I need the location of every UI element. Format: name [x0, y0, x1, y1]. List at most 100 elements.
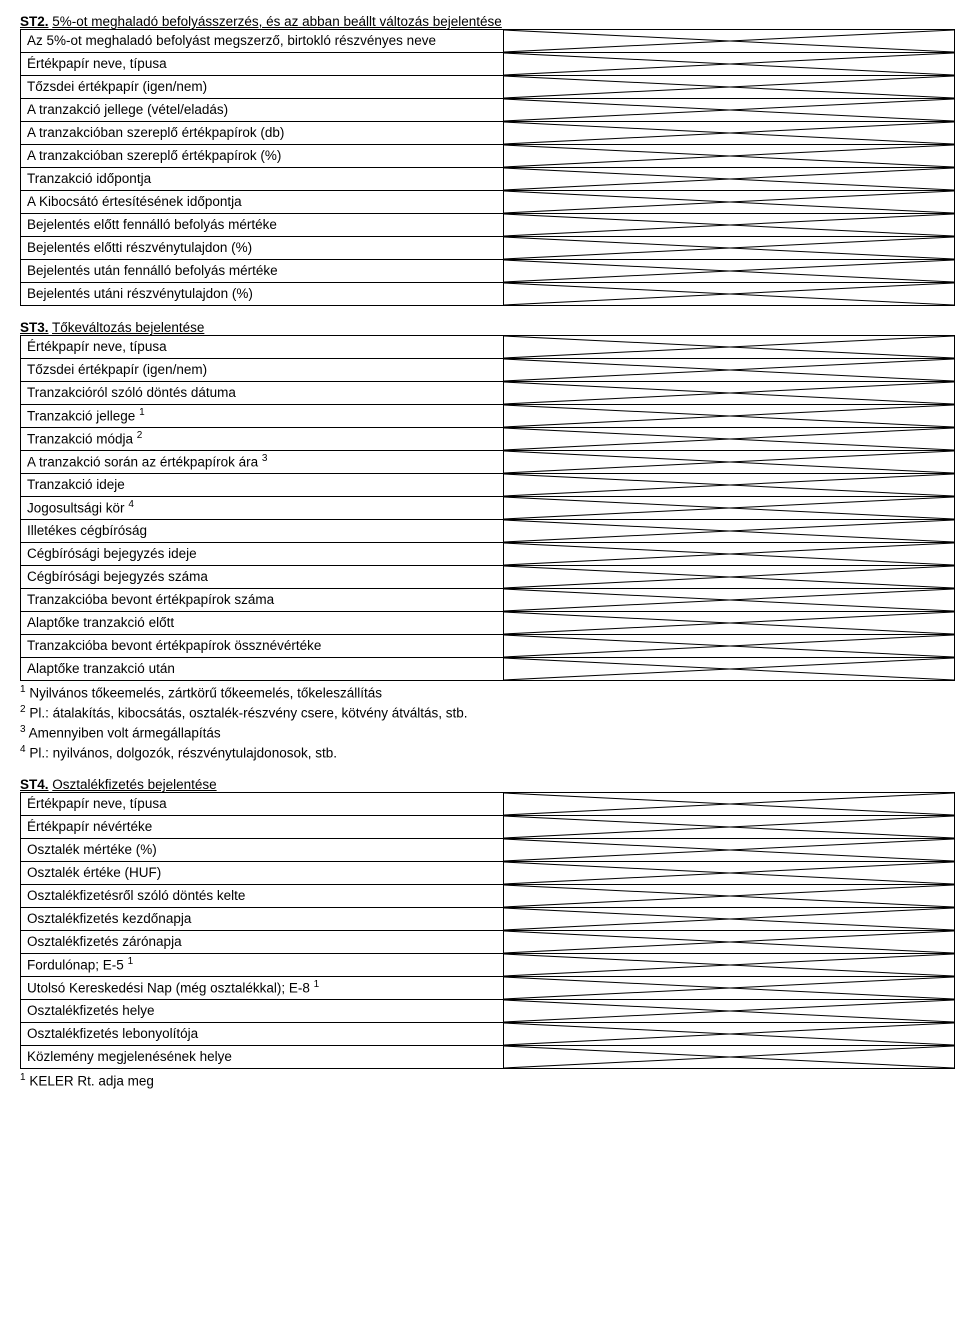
row-value-crossed: [504, 862, 955, 885]
table-row: Az 5%-ot meghaladó befolyást megszerző, …: [21, 30, 955, 53]
table-row: Osztalék értéke (HUF): [21, 862, 955, 885]
row-label: Cégbírósági bejegyzés száma: [21, 566, 504, 589]
table-row: Osztalék mértéke (%): [21, 839, 955, 862]
row-value-crossed: [504, 839, 955, 862]
row-value-crossed: [504, 885, 955, 908]
row-value-crossed: [504, 793, 955, 816]
table-row: Tranzakcióba bevont értékpapírok száma: [21, 589, 955, 612]
st3-title: Tőkeváltozás bejelentése: [52, 320, 204, 335]
table-row: Utolsó Kereskedési Nap (még osztalékkal)…: [21, 977, 955, 1000]
st3-code: ST3.: [20, 320, 49, 335]
table-row: Osztalékfizetés lebonyolítója: [21, 1023, 955, 1046]
table-row: A tranzakció során az értékpapírok ára 3: [21, 451, 955, 474]
st3-heading: ST3. Tőkeváltozás bejelentése: [20, 320, 940, 335]
table-row: Jogosultsági kör 4: [21, 497, 955, 520]
row-value-crossed: [504, 168, 955, 191]
row-label: Bejelentés után fennálló befolyás mérték…: [21, 260, 504, 283]
table-row: Alaptőke tranzakció előtt: [21, 612, 955, 635]
row-label: Értékpapír névértéke: [21, 816, 504, 839]
row-value-crossed: [504, 30, 955, 53]
row-label: A Kibocsátó értesítésének időpontja: [21, 191, 504, 214]
row-label: Osztalék értéke (HUF): [21, 862, 504, 885]
row-value-crossed: [504, 612, 955, 635]
row-value-crossed: [504, 954, 955, 977]
row-value-crossed: [504, 908, 955, 931]
row-value-crossed: [504, 816, 955, 839]
row-label: Osztalékfizetés helye: [21, 1000, 504, 1023]
row-value-crossed: [504, 451, 955, 474]
row-value-crossed: [504, 1046, 955, 1069]
row-label: Alaptőke tranzakció után: [21, 658, 504, 681]
row-label: Közlemény megjelenésének helye: [21, 1046, 504, 1069]
row-value-crossed: [504, 1000, 955, 1023]
row-value-crossed: [504, 237, 955, 260]
row-label: Tranzakció módja 2: [21, 428, 504, 451]
row-label: Fordulónap; E-5 1: [21, 954, 504, 977]
table-row: Osztalékfizetésről szóló döntés kelte: [21, 885, 955, 908]
table-row: Tranzakcióba bevont értékpapírok össznév…: [21, 635, 955, 658]
table-row: A tranzakcióban szereplő értékpapírok (%…: [21, 145, 955, 168]
row-label: Tranzakcióról szóló döntés dátuma: [21, 382, 504, 405]
table-row: Bejelentés után fennálló befolyás mérték…: [21, 260, 955, 283]
row-label: Tőzsdei értékpapír (igen/nem): [21, 359, 504, 382]
table-row: Osztalékfizetés zárónapja: [21, 931, 955, 954]
table-row: Tranzakció időpontja: [21, 168, 955, 191]
row-value-crossed: [504, 260, 955, 283]
table-row: Cégbírósági bejegyzés száma: [21, 566, 955, 589]
table-row: Osztalékfizetés helye: [21, 1000, 955, 1023]
row-value-crossed: [504, 405, 955, 428]
st2-table: Az 5%-ot meghaladó befolyást megszerző, …: [20, 29, 955, 306]
st4-notes: 1 KELER Rt. adja meg: [20, 1071, 940, 1091]
table-row: A tranzakció jellege (vétel/eladás): [21, 99, 955, 122]
table-row: Cégbírósági bejegyzés ideje: [21, 543, 955, 566]
row-value-crossed: [504, 382, 955, 405]
table-row: Illetékes cégbíróság: [21, 520, 955, 543]
st2-heading: ST2. 5%-ot meghaladó befolyásszerzés, és…: [20, 14, 940, 29]
footnote: 1 KELER Rt. adja meg: [20, 1071, 940, 1091]
row-value-crossed: [504, 99, 955, 122]
table-row: Tranzakció ideje: [21, 474, 955, 497]
row-label: A tranzakció során az értékpapírok ára 3: [21, 451, 504, 474]
row-label: Értékpapír neve, típusa: [21, 336, 504, 359]
table-row: Bejelentés utáni részvénytulajdon (%): [21, 283, 955, 306]
st4-code: ST4.: [20, 777, 49, 792]
footnote: 4 Pl.: nyilvános, dolgozók, részvénytula…: [20, 743, 940, 763]
row-value-crossed: [504, 1023, 955, 1046]
row-label: Értékpapír neve, típusa: [21, 793, 504, 816]
row-label: Tranzakcióba bevont értékpapírok száma: [21, 589, 504, 612]
row-value-crossed: [504, 520, 955, 543]
table-row: Tranzakció módja 2: [21, 428, 955, 451]
row-label: Az 5%-ot meghaladó befolyást megszerző, …: [21, 30, 504, 53]
table-row: Értékpapír neve, típusa: [21, 793, 955, 816]
row-label: Osztalékfizetésről szóló döntés kelte: [21, 885, 504, 908]
row-label: Tranzakció jellege 1: [21, 405, 504, 428]
table-row: Értékpapír névértéke: [21, 816, 955, 839]
row-value-crossed: [504, 53, 955, 76]
row-label: Osztalékfizetés zárónapja: [21, 931, 504, 954]
table-row: Tranzakció jellege 1: [21, 405, 955, 428]
table-row: Bejelentés előtt fennálló befolyás mérté…: [21, 214, 955, 237]
st3-table: Értékpapír neve, típusaTőzsdei értékpapí…: [20, 335, 955, 681]
row-value-crossed: [504, 428, 955, 451]
table-row: Osztalékfizetés kezdőnapja: [21, 908, 955, 931]
table-row: Értékpapír neve, típusa: [21, 53, 955, 76]
row-label: Osztalékfizetés lebonyolítója: [21, 1023, 504, 1046]
row-label: Illetékes cégbíróság: [21, 520, 504, 543]
st2-code: ST2.: [20, 14, 49, 29]
table-row: Bejelentés előtti részvénytulajdon (%): [21, 237, 955, 260]
row-value-crossed: [504, 122, 955, 145]
st4-table: Értékpapír neve, típusaÉrtékpapír névért…: [20, 792, 955, 1069]
row-label: Osztalék mértéke (%): [21, 839, 504, 862]
row-label: Utolsó Kereskedési Nap (még osztalékkal)…: [21, 977, 504, 1000]
row-label: Cégbírósági bejegyzés ideje: [21, 543, 504, 566]
row-label: Tranzakció ideje: [21, 474, 504, 497]
footnote: 3 Amennyiben volt ármegállapítás: [20, 723, 940, 743]
row-label: Tranzakció időpontja: [21, 168, 504, 191]
row-label: A tranzakcióban szereplő értékpapírok (d…: [21, 122, 504, 145]
st4-title: Osztalékfizetés bejelentése: [52, 777, 216, 792]
row-value-crossed: [504, 474, 955, 497]
st2-title: 5%-ot meghaladó befolyásszerzés, és az a…: [52, 14, 502, 29]
row-value-crossed: [504, 76, 955, 99]
row-value-crossed: [504, 191, 955, 214]
footnote: 1 Nyilvános tőkeemelés, zártkörű tőkeeme…: [20, 683, 940, 703]
